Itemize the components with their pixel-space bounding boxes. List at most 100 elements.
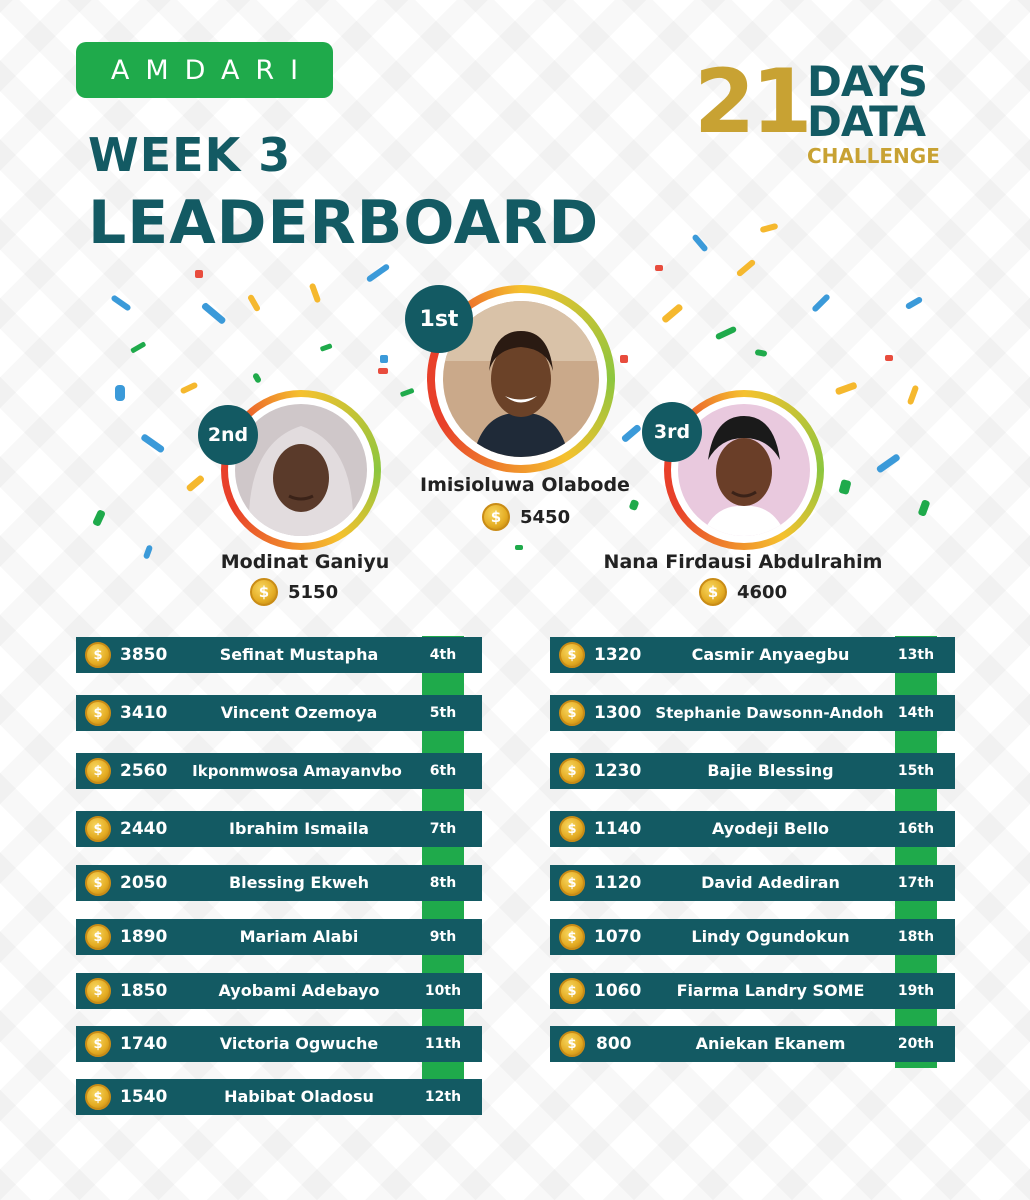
table-row: $ 1540 Habibat Oladosu 12th: [76, 1079, 482, 1115]
avatar-second: [235, 404, 367, 536]
row-score: 1120: [594, 873, 642, 893]
rank-badge-first: 1st: [405, 285, 473, 353]
coin-icon: $: [250, 578, 278, 606]
table-row: $ 1890 Mariam Alabi 9th: [76, 919, 482, 955]
challenge-data: DATA: [807, 97, 926, 146]
row-rank: 17th: [897, 875, 935, 891]
row-name: Ibrahim Ismaila: [229, 819, 369, 838]
row-name: Sefinat Mustapha: [219, 645, 379, 664]
podium-second-points: 5150: [288, 581, 339, 603]
row-score: 1740: [120, 1034, 168, 1054]
coin-icon: $: [559, 816, 585, 842]
coin-icon: $: [699, 578, 727, 606]
coin-icon: $: [85, 758, 111, 784]
coin-icon: $: [85, 700, 111, 726]
rank-badge-second: 2nd: [198, 405, 258, 465]
row-name: Vincent Ozemoya: [220, 703, 378, 722]
row-rank: 12th: [424, 1089, 462, 1105]
coin-icon: $: [559, 642, 585, 668]
table-row: $ 2440 Ibrahim Ismaila 7th: [76, 811, 482, 847]
challenge-days: DAYS: [807, 57, 928, 106]
row-rank: 8th: [429, 875, 457, 891]
table-row: $ 3410 Vincent Ozemoya 5th: [76, 695, 482, 731]
coin-icon: $: [559, 978, 585, 1004]
row-score: 2440: [120, 819, 168, 839]
row-score: 1300: [594, 703, 642, 723]
coin-icon: $: [85, 978, 111, 1004]
row-score: 1230: [594, 761, 642, 781]
row-rank: 15th: [897, 763, 935, 779]
podium-third-name: Nana Firdausi Abdulrahim: [603, 551, 883, 573]
table-row: $ 2050 Blessing Ekweh 8th: [76, 865, 482, 901]
coin-icon: $: [85, 870, 111, 896]
avatar-first: [443, 301, 599, 457]
table-row: $ 2560 Ikponmwosa Amayanvbo 6th: [76, 753, 482, 789]
row-score: 800: [596, 1034, 632, 1054]
row-score: 1540: [120, 1087, 168, 1107]
row-name: Bajie Blessing: [707, 761, 834, 780]
row-score: 2560: [120, 761, 168, 781]
row-name: Ayodeji Bello: [711, 819, 830, 838]
podium-third-score: $ 4600: [699, 578, 787, 606]
confetti-pieces: [92, 223, 930, 559]
rank-badge-third: 3rd: [642, 402, 702, 462]
row-rank: 6th: [429, 763, 457, 779]
row-rank: 13th: [897, 647, 935, 663]
row-score: 1060: [594, 981, 642, 1001]
row-name: Lindy Ogundokun: [691, 927, 850, 946]
page-title-week: WEEK 3: [88, 128, 292, 182]
row-score: 3850: [120, 645, 168, 665]
row-rank: 7th: [429, 821, 457, 837]
row-score: 3410: [120, 703, 168, 723]
row-rank: 11th: [424, 1036, 462, 1052]
row-score: 1850: [120, 981, 168, 1001]
podium-first-score: $ 5450: [482, 503, 570, 531]
row-name: Casmir Anyaegbu: [691, 645, 850, 664]
table-row: $ 1120 David Adediran 17th: [550, 865, 955, 901]
row-score: 1140: [594, 819, 642, 839]
row-name: Mariam Alabi: [239, 927, 359, 946]
confetti-decoration: [92, 223, 930, 559]
page-title-leaderboard: LEADERBOARD: [88, 188, 600, 258]
podium-second-name: Modinat Ganiyu: [220, 551, 390, 573]
row-name: Blessing Ekweh: [228, 873, 370, 892]
row-rank: 4th: [429, 647, 457, 663]
row-score: 1320: [594, 645, 642, 665]
coin-icon: $: [559, 870, 585, 896]
coin-icon: $: [85, 1031, 111, 1057]
row-rank: 5th: [429, 705, 457, 721]
row-name: David Adediran: [701, 873, 840, 892]
podium-second-score: $ 5150: [250, 578, 338, 606]
coin-icon: $: [85, 642, 111, 668]
coin-icon: $: [559, 1031, 585, 1057]
coin-icon: $: [85, 816, 111, 842]
coin-icon: $: [85, 1084, 111, 1110]
challenge-label: CHALLENGE: [807, 144, 940, 168]
table-row: $ 1230 Bajie Blessing 15th: [550, 753, 955, 789]
table-row: $ 1070 Lindy Ogundokun 18th: [550, 919, 955, 955]
row-name: Ikponmwosa Amayanvbo: [192, 762, 402, 780]
coin-icon: $: [482, 503, 510, 531]
coin-icon: $: [559, 924, 585, 950]
table-row: $ 1060 Fiarma Landry SOME 19th: [550, 973, 955, 1009]
row-name: Stephanie Dawsonn-Andoh: [655, 704, 884, 722]
table-row: $ 1140 Ayodeji Bello 16th: [550, 811, 955, 847]
table-row: $ 1850 Ayobami Adebayo 10th: [76, 973, 482, 1009]
coin-icon: $: [559, 758, 585, 784]
row-score: 1070: [594, 927, 642, 947]
table-row: $ 1320 Casmir Anyaegbu 13th: [550, 637, 955, 673]
row-rank: 10th: [424, 983, 462, 999]
row-name: Fiarma Landry SOME: [676, 981, 865, 1000]
challenge-logo: 21 DAYS DATA CHALLENGE: [694, 50, 964, 169]
row-rank: 18th: [897, 929, 935, 945]
table-row: $ 1740 Victoria Ogwuche 11th: [76, 1026, 482, 1062]
row-name: Victoria Ogwuche: [219, 1034, 379, 1053]
row-score: 1890: [120, 927, 168, 947]
amdari-logo: AMDARI: [76, 42, 333, 98]
row-name: Ayobami Adebayo: [218, 981, 380, 1000]
table-row: $ 3850 Sefinat Mustapha 4th: [76, 637, 482, 673]
podium-first-points: 5450: [520, 506, 571, 528]
challenge-number: 21: [694, 50, 812, 153]
row-rank: 16th: [897, 821, 935, 837]
podium-third-points: 4600: [737, 581, 788, 603]
